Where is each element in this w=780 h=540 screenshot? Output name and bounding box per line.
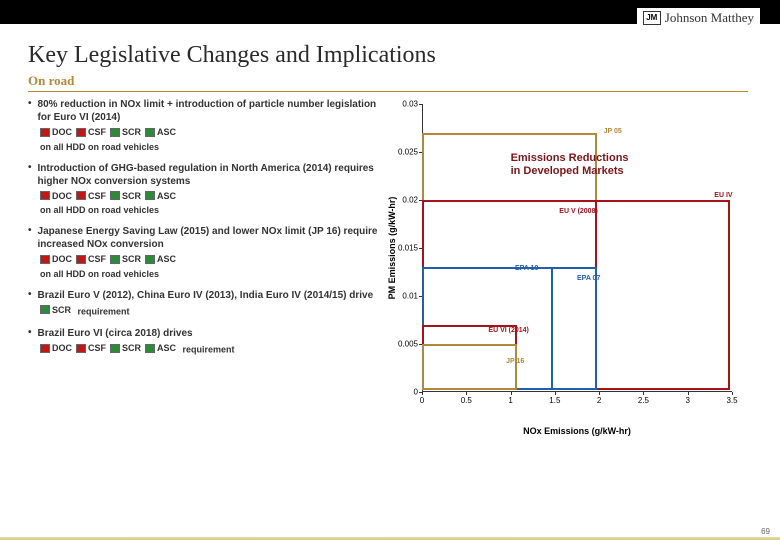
tag-suffix: on all HDD on road vehicles [40,205,380,215]
tech-tag: ASC [145,191,176,201]
tech-tag: SCR [110,343,141,353]
bullet: •Brazil Euro VI (circa 2018) drivesDOCCS… [28,327,380,356]
logo-initials: JM [643,11,661,25]
page-title: Key Legislative Changes and Implications [28,42,780,69]
bullet: •Brazil Euro V (2012), China Euro IV (20… [28,289,380,318]
tech-tag: SCR [40,305,71,315]
bullet-text: Brazil Euro VI (circa 2018) drives [38,327,380,340]
tag-swatch [110,344,120,353]
bullet: •80% reduction in NOx limit + introducti… [28,98,380,152]
tech-tag: CSF [76,254,106,264]
tag-swatch [40,191,50,200]
tech-tag: CSF [76,191,106,201]
tag-swatch [145,255,155,264]
chart-title: Emissions Reductionsin Developed Markets [511,152,629,178]
bullet-text: Introduction of GHG-based regulation in … [38,162,380,188]
tag-swatch [40,305,50,314]
emission-box-label: EPA 07 [577,275,600,282]
chart: PM Emissions (g/kW-hr) NOx Emissions (g/… [422,104,732,392]
tech-tag: SCR [110,191,141,201]
bullet: •Japanese Energy Saving Law (2015) and l… [28,225,380,279]
tag-swatch [145,344,155,353]
tech-tag: DOC [40,343,72,353]
tag-swatch [145,128,155,137]
page-subtitle: On road [28,73,748,92]
tag-swatch [110,128,120,137]
chart-region: PM Emissions (g/kW-hr) NOx Emissions (g/… [380,98,750,448]
bullet-text: Japanese Energy Saving Law (2015) and lo… [38,225,380,251]
tech-tag: SCR [110,254,141,264]
emission-box-label: EU VI (2014) [488,327,528,334]
tag-row: DOC CSF SCR ASC requirement [40,343,380,356]
tag-swatch [76,344,86,353]
tech-tag: DOC [40,127,72,137]
tag-swatch [40,344,50,353]
page-number: 69 [761,527,770,536]
tag-row: SCR requirement [40,305,380,318]
tag-swatch [76,191,86,200]
tech-tag: ASC [145,254,176,264]
tech-tag: ASC [145,127,176,137]
tech-tag: CSF [76,343,106,353]
tag-swatch [76,255,86,264]
tag-swatch [40,255,50,264]
tag-swatch [145,191,155,200]
tag-swatch [110,191,120,200]
tag-suffix: requirement [75,306,130,316]
emission-box-label: JP 05 [604,128,622,135]
bullet-list: •80% reduction in NOx limit + introducti… [0,98,380,448]
tag-row: DOC CSF SCR ASC [40,127,380,140]
tag-suffix: requirement [180,345,235,355]
bullet-text: Brazil Euro V (2012), China Euro IV (201… [38,289,380,302]
emission-box [422,344,517,390]
tag-row: DOC CSF SCR ASC [40,191,380,204]
tag-swatch [110,255,120,264]
bullet-text: 80% reduction in NOx limit + introductio… [38,98,380,124]
tech-tag: DOC [40,254,72,264]
emission-box-label: JP 16 [506,358,524,365]
logo: JM Johnson Matthey [637,8,760,28]
tag-suffix: on all HDD on road vehicles [40,142,380,152]
y-axis-label: PM Emissions (g/kW-hr) [387,197,397,300]
tag-row: DOC CSF SCR ASC [40,254,380,267]
tag-swatch [76,128,86,137]
emission-box-label: EU IV [714,192,732,199]
tag-suffix: on all HDD on road vehicles [40,269,380,279]
emission-box-label: EU V (2008) [559,208,598,215]
tech-tag: DOC [40,191,72,201]
logo-name: Johnson Matthey [665,10,754,26]
content: •80% reduction in NOx limit + introducti… [0,98,780,448]
tech-tag: SCR [110,127,141,137]
tech-tag: CSF [76,127,106,137]
bullet: •Introduction of GHG-based regulation in… [28,162,380,216]
tag-swatch [40,128,50,137]
tech-tag: ASC [145,343,176,353]
x-axis-label: NOx Emissions (g/kW-hr) [523,426,631,436]
